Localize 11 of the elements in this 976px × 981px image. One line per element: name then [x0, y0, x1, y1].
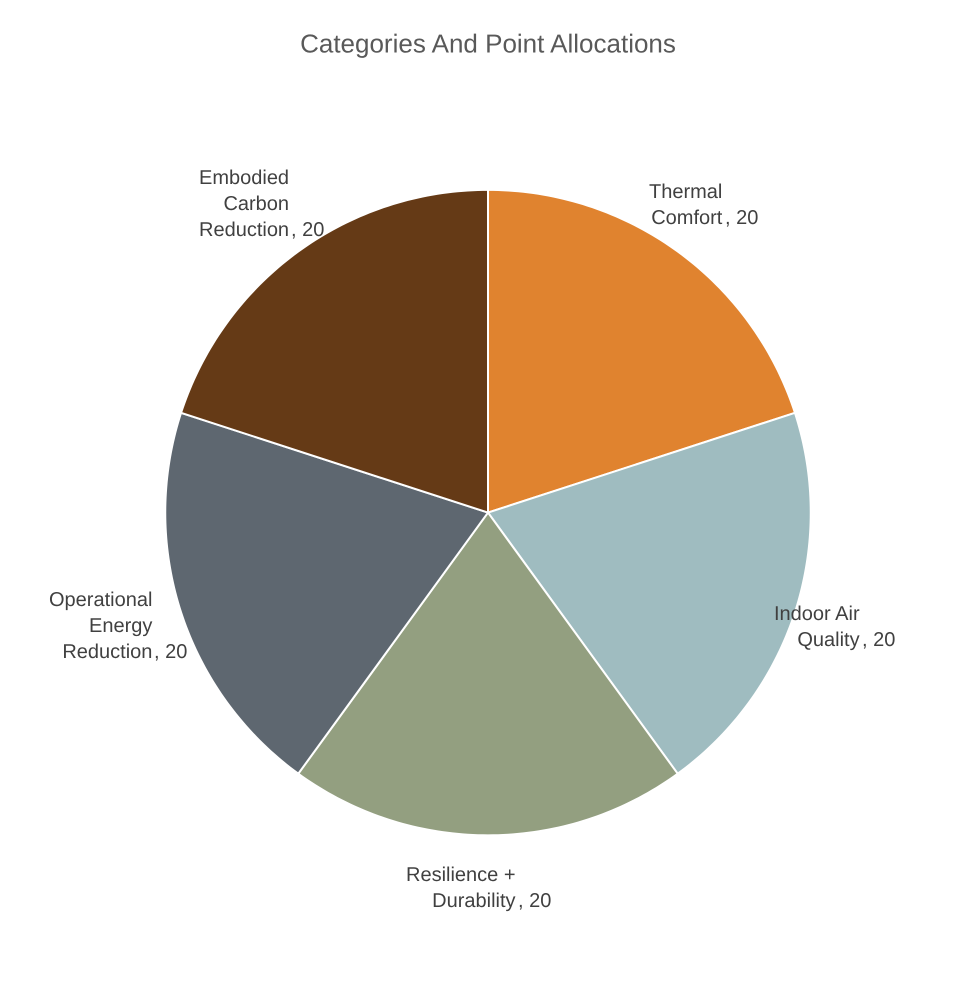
slice-label: Operational Energy Reduction [49, 589, 152, 663]
slice-label: Resilience + Durability [406, 864, 516, 912]
data-label: , 20 [862, 629, 896, 651]
slice-label: Indoor Air Quality [774, 603, 860, 651]
data-label: , 20 [518, 890, 552, 912]
data-label: , 20 [291, 219, 324, 241]
data-label: , 20 [725, 207, 758, 229]
slice-label: Embodied Carbon Reduction [199, 167, 290, 241]
chart-title: Categories And Point Allocations [300, 28, 676, 59]
slice-label: Thermal Comfort [649, 181, 723, 229]
data-label: , 20 [154, 641, 188, 663]
